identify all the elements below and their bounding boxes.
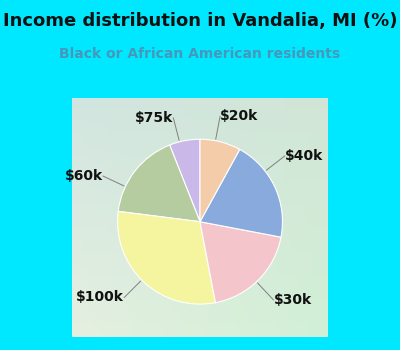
Wedge shape: [200, 222, 281, 303]
Text: $75k: $75k: [135, 111, 173, 125]
Text: $60k: $60k: [65, 169, 103, 183]
Text: Income distribution in Vandalia, MI (%): Income distribution in Vandalia, MI (%): [3, 12, 397, 30]
Wedge shape: [200, 149, 282, 237]
Wedge shape: [118, 211, 216, 304]
Text: $20k: $20k: [220, 110, 258, 124]
Text: $40k: $40k: [285, 149, 323, 163]
Wedge shape: [170, 139, 200, 222]
Wedge shape: [118, 145, 200, 222]
Text: $100k: $100k: [76, 290, 124, 304]
Text: $30k: $30k: [273, 293, 312, 307]
Text: Black or African American residents: Black or African American residents: [60, 47, 340, 61]
Wedge shape: [200, 139, 240, 222]
